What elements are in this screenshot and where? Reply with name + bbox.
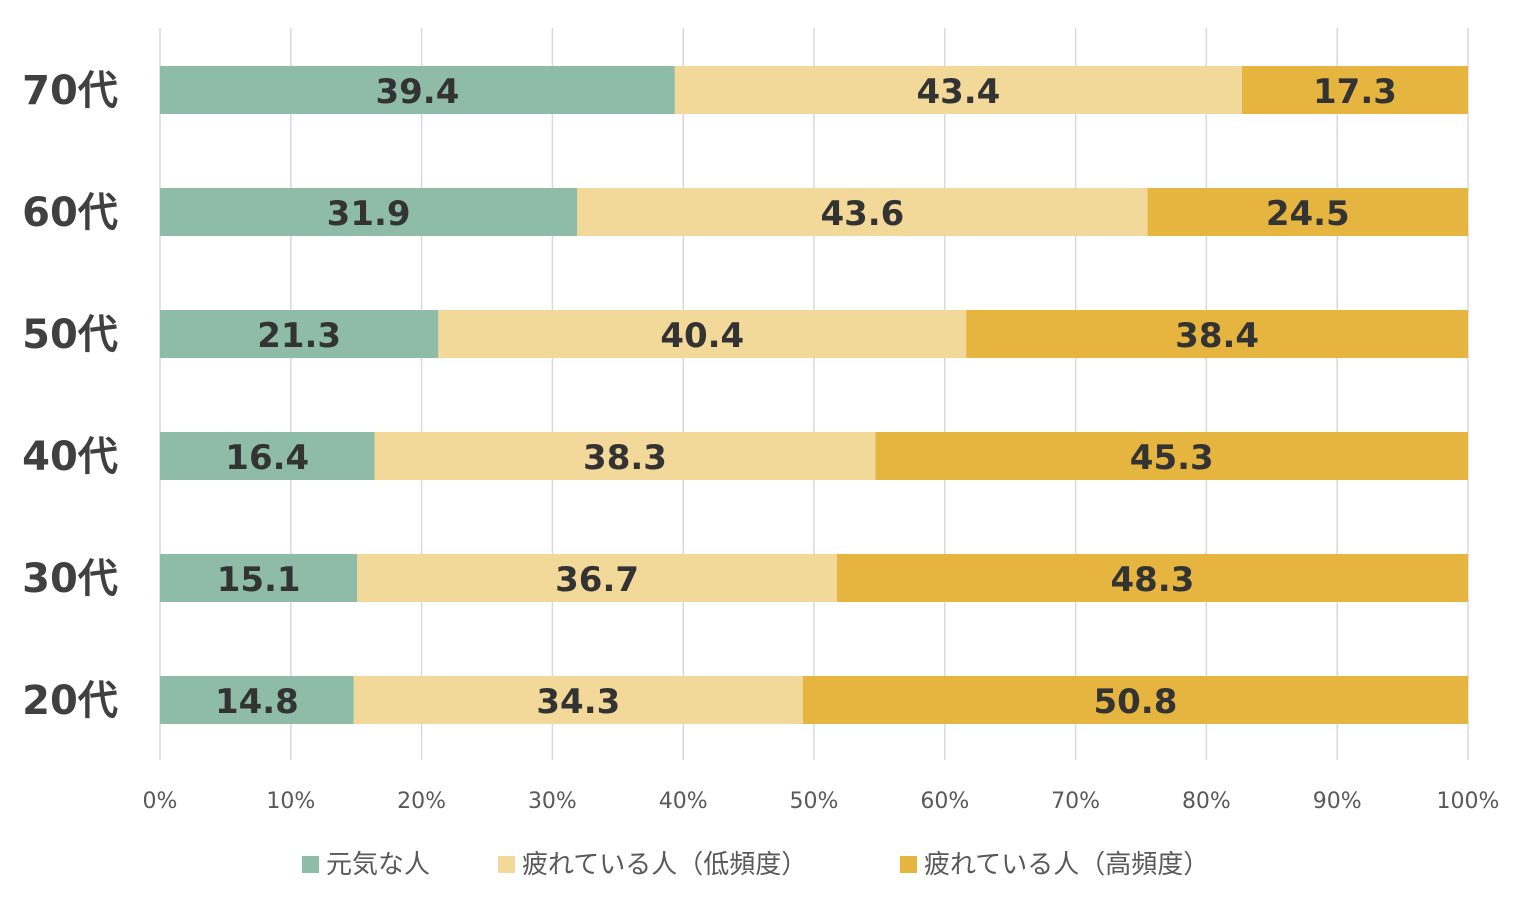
data-label: 45.3 bbox=[1130, 438, 1214, 478]
x-tick-label: 10% bbox=[266, 789, 315, 814]
data-label: 36.7 bbox=[555, 560, 639, 600]
data-label: 43.6 bbox=[820, 194, 904, 234]
bar-segment bbox=[836, 554, 1468, 602]
bar-segment bbox=[160, 66, 675, 114]
data-label: 40.4 bbox=[660, 316, 744, 356]
bar-segment bbox=[160, 188, 578, 236]
category-label: 30代 bbox=[22, 556, 118, 602]
category-label: 70代 bbox=[22, 68, 118, 114]
data-label: 39.4 bbox=[375, 72, 459, 112]
x-tick-label: 0% bbox=[143, 789, 178, 814]
x-axis-tick-labels: 0% 10% 20% 30% 40% 50% 60% 70% 80% 90% 100% bbox=[143, 789, 1500, 814]
bar-segment bbox=[357, 554, 837, 602]
data-label: 14.8 bbox=[215, 682, 299, 722]
category-label: 50代 bbox=[22, 312, 118, 358]
legend: 元気な人 疲れている人（低頻度） 疲れている人（高頻度） bbox=[302, 850, 1209, 880]
x-tick-label: 60% bbox=[920, 789, 969, 814]
category-label: 20代 bbox=[22, 678, 118, 724]
legend-swatch bbox=[302, 856, 319, 873]
bars: 39.4 43.4 17.3 31.9 43.6 24.5 21.3 40.4 38.4 16.4… bbox=[160, 66, 1468, 724]
data-label: 21.3 bbox=[257, 316, 341, 356]
x-tick-label: 90% bbox=[1313, 789, 1362, 814]
bar-segment bbox=[160, 554, 358, 602]
bar-segment bbox=[160, 310, 439, 358]
category-label: 60代 bbox=[22, 190, 118, 236]
data-label: 31.9 bbox=[327, 194, 411, 234]
legend-swatch bbox=[498, 856, 515, 873]
x-tick-label: 50% bbox=[790, 789, 839, 814]
data-label: 50.8 bbox=[1093, 682, 1177, 722]
x-tick-label: 20% bbox=[397, 789, 446, 814]
category-label: 40代 bbox=[22, 434, 118, 480]
data-label: 34.3 bbox=[536, 682, 620, 722]
bar-segment bbox=[160, 432, 375, 480]
x-tick-label: 40% bbox=[659, 789, 708, 814]
x-tick-label: 100% bbox=[1437, 789, 1500, 814]
legend-swatch bbox=[900, 856, 917, 873]
legend-label: 疲れている人（低頻度） bbox=[522, 850, 807, 880]
bar-segment bbox=[802, 676, 1468, 724]
bar-segment bbox=[1147, 188, 1468, 236]
x-tick-label: 30% bbox=[528, 789, 577, 814]
data-label: 17.3 bbox=[1313, 72, 1397, 112]
x-tick-label: 80% bbox=[1182, 789, 1231, 814]
bar-segment bbox=[160, 676, 354, 724]
data-label: 38.3 bbox=[583, 438, 667, 478]
data-label: 48.3 bbox=[1110, 560, 1194, 600]
bar-segment bbox=[374, 432, 876, 480]
bar-segment bbox=[966, 310, 1468, 358]
bar-segment bbox=[353, 676, 803, 724]
data-label: 15.1 bbox=[217, 560, 301, 600]
bar-segment bbox=[674, 66, 1242, 114]
bar-segment bbox=[438, 310, 967, 358]
bar-segment bbox=[577, 188, 1148, 236]
gridlines bbox=[159, 28, 1469, 760]
legend-label: 疲れている人（高頻度） bbox=[924, 850, 1209, 880]
data-label: 24.5 bbox=[1266, 194, 1350, 234]
category-labels: 70代 60代 50代 40代 30代 20代 bbox=[22, 68, 118, 724]
legend-label: 元気な人 bbox=[326, 850, 430, 880]
x-tick-label: 70% bbox=[1051, 789, 1100, 814]
data-label: 38.4 bbox=[1175, 316, 1259, 356]
data-label: 43.4 bbox=[916, 72, 1000, 112]
bar-segment bbox=[875, 432, 1468, 480]
bar-segment bbox=[1241, 66, 1468, 114]
data-label: 16.4 bbox=[225, 438, 309, 478]
